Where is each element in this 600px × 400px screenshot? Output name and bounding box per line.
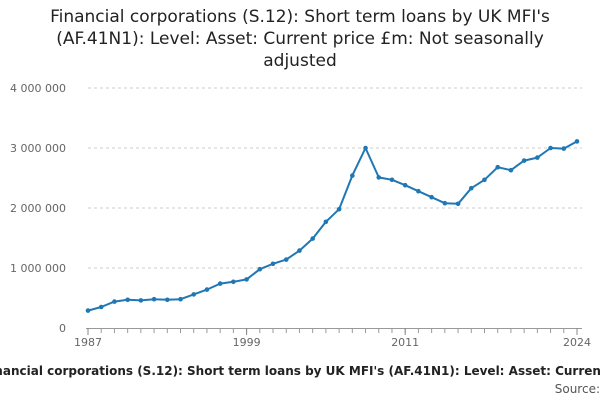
data-point <box>574 139 580 144</box>
data-point <box>416 188 421 194</box>
data-point <box>323 219 329 225</box>
data-point <box>402 182 408 188</box>
chart-title-line-2: (AF.41N1): Level: Asset: Current price £… <box>56 29 544 49</box>
x-tick-label: 2011 <box>391 336 419 349</box>
data-point <box>204 287 210 292</box>
data-point <box>429 194 434 200</box>
data-point <box>178 296 183 302</box>
y-tick-label: 0 <box>59 322 66 335</box>
series-line <box>87 140 578 312</box>
x-tick-label: 1987 <box>74 336 102 349</box>
data-point <box>508 167 514 173</box>
chart-caption: Financial corporations (S.12): Short ter… <box>0 364 600 382</box>
chart-title-line-3: adjusted <box>263 51 337 71</box>
chart-title: Financial corporations (S.12): Short ter… <box>0 6 600 72</box>
data-point <box>521 158 527 163</box>
data-point <box>548 145 553 151</box>
data-point <box>164 297 170 303</box>
chart-caption-text: Financial corporations (S.12): Short ter… <box>0 364 600 378</box>
data-point <box>468 185 474 191</box>
x-tick-label: 2024 <box>563 336 591 349</box>
data-point <box>270 261 276 267</box>
data-point <box>257 266 263 272</box>
data-point <box>138 298 144 303</box>
data-point <box>231 279 236 285</box>
data-point <box>85 308 91 313</box>
data-point <box>151 296 157 302</box>
data-point <box>310 236 315 241</box>
source-label: Source: <box>554 382 600 396</box>
data-point <box>244 277 249 282</box>
data-point <box>376 175 382 180</box>
data-point <box>297 248 302 253</box>
y-tick-label: 2 000 000 <box>10 202 66 215</box>
data-point <box>495 164 501 170</box>
x-tick-label: 1999 <box>233 336 261 349</box>
data-point <box>217 281 223 286</box>
data-point <box>283 257 289 262</box>
data-point <box>336 206 342 212</box>
data-point <box>482 177 487 183</box>
data-point <box>98 304 104 310</box>
data-point <box>125 297 130 303</box>
y-tick-label: 4 000 000 <box>10 82 66 95</box>
y-tick-label: 3 000 000 <box>10 142 66 155</box>
chart-title-line-1: Financial corporations (S.12): Short ter… <box>50 7 550 27</box>
data-point <box>389 177 395 183</box>
data-point <box>350 173 355 178</box>
data-point <box>442 200 448 206</box>
data-point <box>363 145 368 151</box>
data-point <box>112 299 117 304</box>
y-tick-label: 1 000 000 <box>10 262 66 275</box>
data-point <box>455 201 461 207</box>
data-point <box>535 155 540 160</box>
data-point <box>561 146 567 151</box>
data-point <box>191 292 197 297</box>
